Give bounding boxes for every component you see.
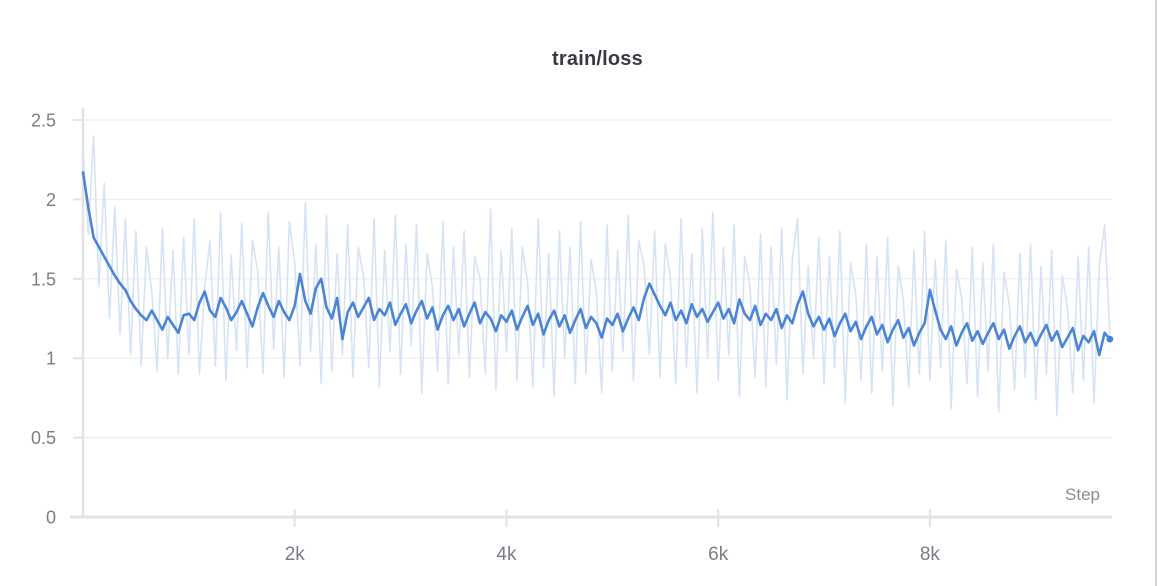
chart-title: train/loss (552, 48, 643, 70)
panel-right-border (1155, 0, 1157, 586)
y-tick-label: 0 (46, 508, 56, 528)
smoothed-series-endpoint (1106, 335, 1114, 343)
y-tick-label: 2.5 (31, 111, 56, 131)
x-tick-label: 6k (708, 544, 729, 565)
y-tick-label: 2 (46, 190, 56, 210)
x-axis-unit-label: Step (1065, 485, 1100, 504)
y-tick-label: 1 (46, 349, 56, 369)
raw-series-line (82, 135, 1111, 417)
smoothed-series-line (81, 171, 1112, 357)
y-tick-label: 0.5 (31, 428, 56, 448)
x-tick-label: 2k (285, 544, 306, 565)
x-tick-label: 4k (496, 544, 517, 565)
x-tick-label: 8k (920, 544, 941, 565)
y-tick-label: 1.5 (31, 269, 56, 289)
